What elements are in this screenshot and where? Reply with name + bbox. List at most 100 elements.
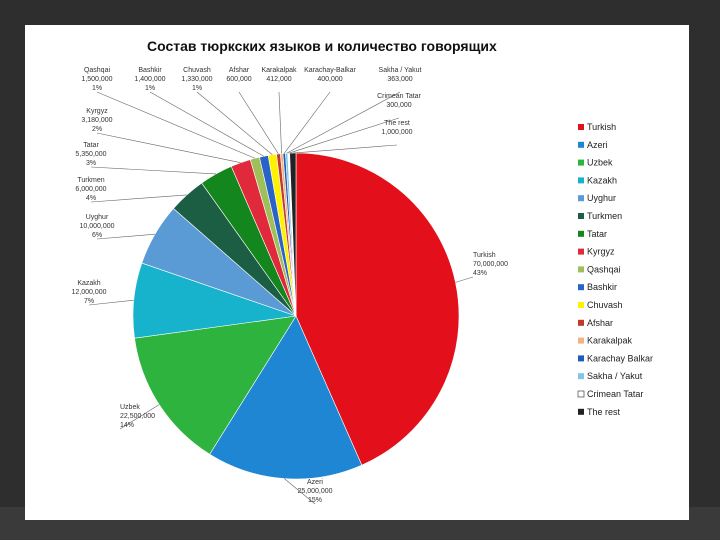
data-label: 25,000,000 — [297, 488, 332, 495]
data-label: Kyrgyz — [86, 108, 108, 115]
leader-line — [96, 91, 255, 159]
data-label: 400,000 — [317, 76, 342, 83]
legend-swatch — [578, 302, 584, 308]
legend-label: Afshar — [587, 318, 613, 328]
leader-line — [292, 144, 398, 154]
legend-label: Bashkir — [587, 282, 617, 292]
leader-line — [88, 299, 134, 306]
data-label: 1% — [145, 85, 155, 92]
data-label: Crimean Tatar — [377, 93, 422, 100]
data-label: Chuvash — [183, 67, 211, 74]
legend-swatch — [578, 159, 584, 166]
data-label: Turkmen — [77, 177, 104, 184]
data-label: 1,400,000 — [134, 76, 165, 83]
legend-label: Azeri — [587, 140, 608, 150]
legend-label: Kyrgyz — [587, 247, 615, 257]
leader-line — [90, 166, 217, 175]
leader-line — [284, 478, 316, 505]
data-label: Karakalpak — [261, 67, 297, 74]
data-label: 1,330,000 — [181, 76, 212, 83]
data-label: Tatar — [83, 142, 99, 149]
data-label: 1,000,000 — [381, 129, 412, 136]
legend-label: Turkish — [587, 122, 616, 132]
data-label: 3,180,000 — [81, 117, 112, 124]
data-label: 6,000,000 — [75, 186, 106, 193]
leader-line — [149, 91, 264, 157]
data-label: Afshar — [229, 67, 250, 74]
legend-swatch — [578, 319, 584, 326]
legend-swatch — [578, 408, 584, 415]
leader-line — [96, 132, 241, 163]
legend-swatch — [578, 141, 584, 148]
data-label: Qashqai — [84, 67, 111, 74]
legend-swatch — [577, 390, 585, 398]
leader-line — [278, 91, 282, 154]
legend-swatch — [578, 266, 584, 273]
leader-line — [96, 233, 156, 240]
pie-chart: Состав тюркских языков и количество гово… — [71, 38, 653, 505]
legend-label: Chuvash — [587, 300, 623, 310]
leader-line — [283, 91, 331, 154]
legend-swatch — [578, 337, 584, 344]
data-label: 43% — [473, 270, 487, 277]
data-label: 5,350,000 — [75, 151, 106, 158]
data-label: 12,000,000 — [71, 289, 106, 296]
chart-title: Состав тюркских языков и количество гово… — [147, 38, 497, 54]
data-label: 363,000 — [387, 76, 412, 83]
slide: Состав тюркских языков и количество гово… — [25, 25, 689, 520]
data-label: 1% — [192, 85, 202, 92]
pie-slices — [132, 152, 460, 480]
data-label: Uzbek — [120, 404, 140, 411]
data-label: 70,000,000 — [473, 261, 508, 268]
legend-label: The rest — [587, 407, 621, 417]
legend-label: Tatar — [587, 229, 607, 239]
legend-swatch — [578, 230, 584, 237]
data-label: Karachay-Balkar — [304, 67, 356, 74]
legend-label: Uzbek — [587, 158, 613, 168]
legend-label: Qashqai — [587, 264, 621, 274]
legend-label: Uyghur — [587, 193, 616, 203]
data-label: 412,000 — [266, 76, 291, 83]
data-label: 22,500,000 — [120, 413, 155, 420]
legend-swatch — [578, 373, 584, 380]
data-label: The rest — [384, 120, 410, 127]
data-label: 3% — [86, 160, 96, 167]
data-label: Turkish — [473, 252, 496, 259]
data-label: 600,000 — [226, 76, 251, 83]
legend-swatch — [578, 177, 584, 184]
legend-swatch — [578, 124, 584, 130]
legend-label: Karakalpak — [587, 336, 633, 346]
legend-label: Turkmen — [587, 211, 622, 221]
data-label: 14% — [120, 422, 134, 429]
legend-label: Crimean Tatar — [587, 389, 643, 399]
legend-swatch — [578, 213, 584, 219]
data-labels: Turkish 70,000,000 43% Azeri 25,000,000 15% Uz… — [71, 67, 508, 504]
legend-label: Sakha / Yakut — [587, 371, 643, 381]
data-label: Kazakh — [77, 280, 100, 287]
leader-line — [90, 194, 187, 203]
data-label: Uyghur — [86, 214, 109, 221]
leader-line — [288, 117, 400, 154]
data-label: Bashkir — [138, 67, 162, 74]
data-label: 1% — [92, 85, 102, 92]
data-label: Sakha / Yakut — [379, 67, 422, 74]
data-label: 4% — [86, 195, 96, 202]
legend-label: Kazakh — [587, 175, 617, 185]
leader-line — [238, 91, 279, 155]
data-label: 300,000 — [386, 102, 411, 109]
leader-line — [196, 91, 273, 155]
data-label: 2% — [92, 126, 102, 133]
data-label: 10,000,000 — [79, 223, 114, 230]
legend-swatch — [578, 195, 584, 202]
leader-line — [455, 276, 474, 283]
data-label: 1,500,000 — [81, 76, 112, 83]
data-label: 6% — [92, 232, 102, 239]
leader-line — [286, 91, 401, 154]
legend-swatch — [578, 284, 584, 291]
legend: Turkish Azeri Uzbek Kazakh Uyghur Turkmen Tata… — [577, 122, 653, 417]
data-label: 15% — [308, 497, 322, 504]
data-label: Azeri — [307, 479, 323, 486]
legend-label: Karachay Balkar — [587, 353, 653, 363]
leader-lines — [88, 91, 474, 505]
legend-swatch — [578, 355, 584, 362]
